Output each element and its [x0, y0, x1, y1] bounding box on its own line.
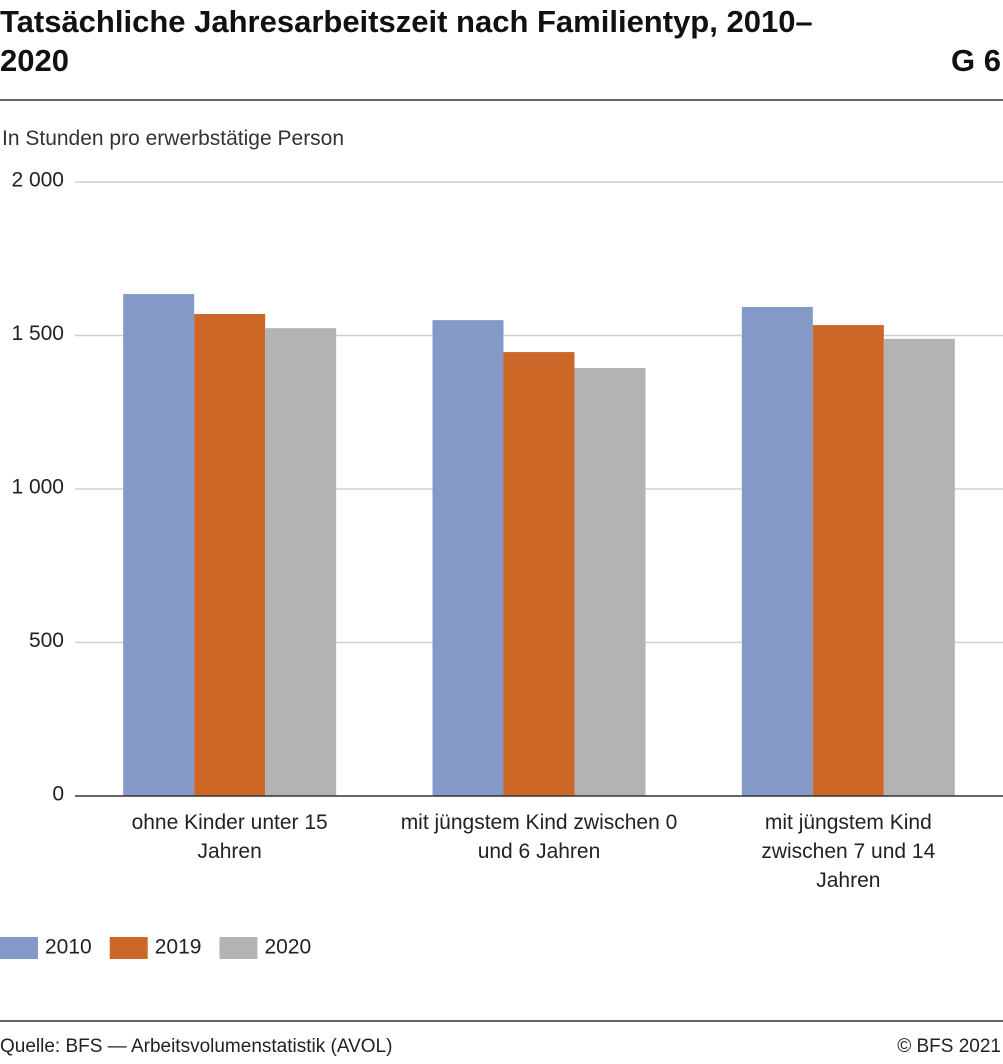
x-tick-label: mit jüngstem Kind zwischen 7 und 14 Jahr…	[761, 811, 936, 892]
bar	[432, 320, 504, 796]
legend-label: 2010	[45, 936, 92, 959]
legend-swatch	[109, 937, 148, 959]
y-tick-label: 500	[29, 629, 64, 652]
bar	[574, 368, 646, 796]
x-tick-label: mit jüngstem Kind zwischen 0 und 6 Jahre…	[400, 811, 678, 863]
bar	[123, 294, 195, 796]
source: Quelle: BFS — Arbeitsvolumenstatistik (A…	[0, 1036, 393, 1057]
figure-number: G 6	[951, 43, 1001, 78]
legend-swatch	[219, 937, 258, 959]
bar	[741, 306, 813, 796]
x-tick-label: ohne Kinder unter 15 Jahren	[131, 811, 328, 863]
bar	[265, 328, 337, 796]
y-tick-label: 2 000	[11, 169, 64, 192]
y-tick-label: 1 500	[11, 322, 64, 345]
chart-title: Tatsächliche Jahresarbeitszeit nach Fami…	[0, 4, 813, 78]
y-tick-label: 1 000	[11, 476, 64, 499]
bar	[194, 314, 266, 796]
legend-swatch	[0, 937, 38, 959]
y-axis-label: In Stunden pro erwerbstätige Person	[2, 127, 345, 150]
y-tick-label: 0	[52, 783, 64, 806]
legend-label: 2020	[264, 936, 311, 959]
copyright: © BFS 2021	[897, 1036, 1001, 1057]
bar	[812, 325, 884, 796]
bar	[883, 338, 955, 796]
bar	[503, 352, 575, 796]
legend-label: 2019	[155, 936, 202, 959]
